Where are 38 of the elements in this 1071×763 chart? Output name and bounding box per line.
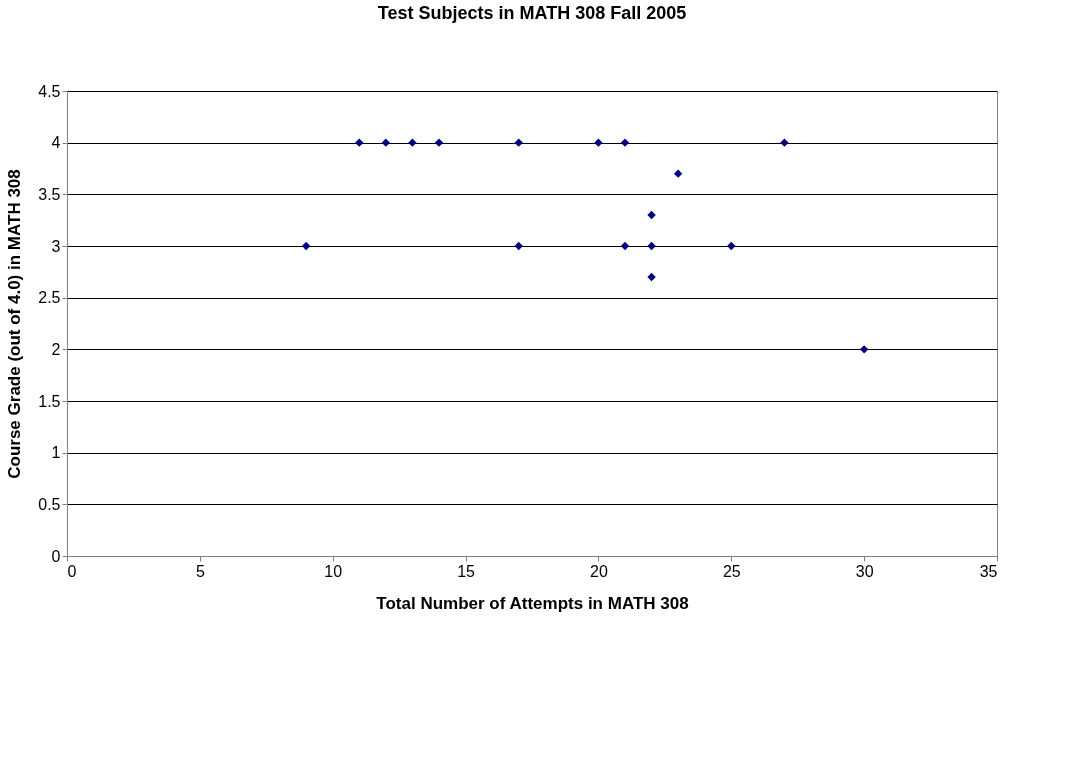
y-tick-label: 2.5 [38, 289, 61, 307]
point [620, 241, 630, 251]
y-tick-label: 3.5 [38, 185, 61, 203]
point [514, 241, 523, 251]
y-tick-label: 1 [51, 444, 61, 462]
point [647, 210, 656, 220]
point [434, 138, 444, 147]
point [673, 169, 683, 178]
y-axis-title: Course Grade (out of 4.0) in MATH 308 [5, 169, 25, 479]
y-tick-label: 2 [51, 340, 61, 358]
x-tick-label: 25 [722, 562, 741, 580]
y-tick-label: 4.5 [38, 82, 61, 100]
chart-title: Test Subjects in MATH 308 Fall 2005 [377, 3, 687, 23]
x-tick-label: 20 [590, 562, 608, 580]
y-tick-label: 0 [51, 547, 61, 565]
y-tick-label: 4 [51, 134, 61, 152]
point [859, 345, 869, 354]
point [381, 138, 391, 147]
y-tick-label: 0.5 [38, 495, 61, 513]
point [594, 138, 603, 147]
point [780, 138, 789, 147]
point [301, 241, 311, 251]
point [647, 241, 656, 251]
point [408, 138, 417, 147]
x-tick-label: 35 [979, 562, 998, 580]
x-axis-title: Total Number of Attempts in MATH 308 [376, 593, 689, 613]
y-tick-label: 3 [51, 237, 61, 255]
y-tick-label: 1.5 [38, 392, 61, 410]
x-tick-label: 5 [195, 562, 205, 580]
point [727, 241, 736, 251]
x-tick-label: 15 [457, 562, 476, 580]
point [620, 138, 630, 147]
point [355, 138, 364, 147]
x-tick-label: 0 [67, 562, 77, 580]
x-tick-label: 30 [855, 562, 874, 580]
point [514, 138, 523, 147]
x-tick-label: 10 [324, 562, 343, 580]
point [647, 272, 656, 282]
